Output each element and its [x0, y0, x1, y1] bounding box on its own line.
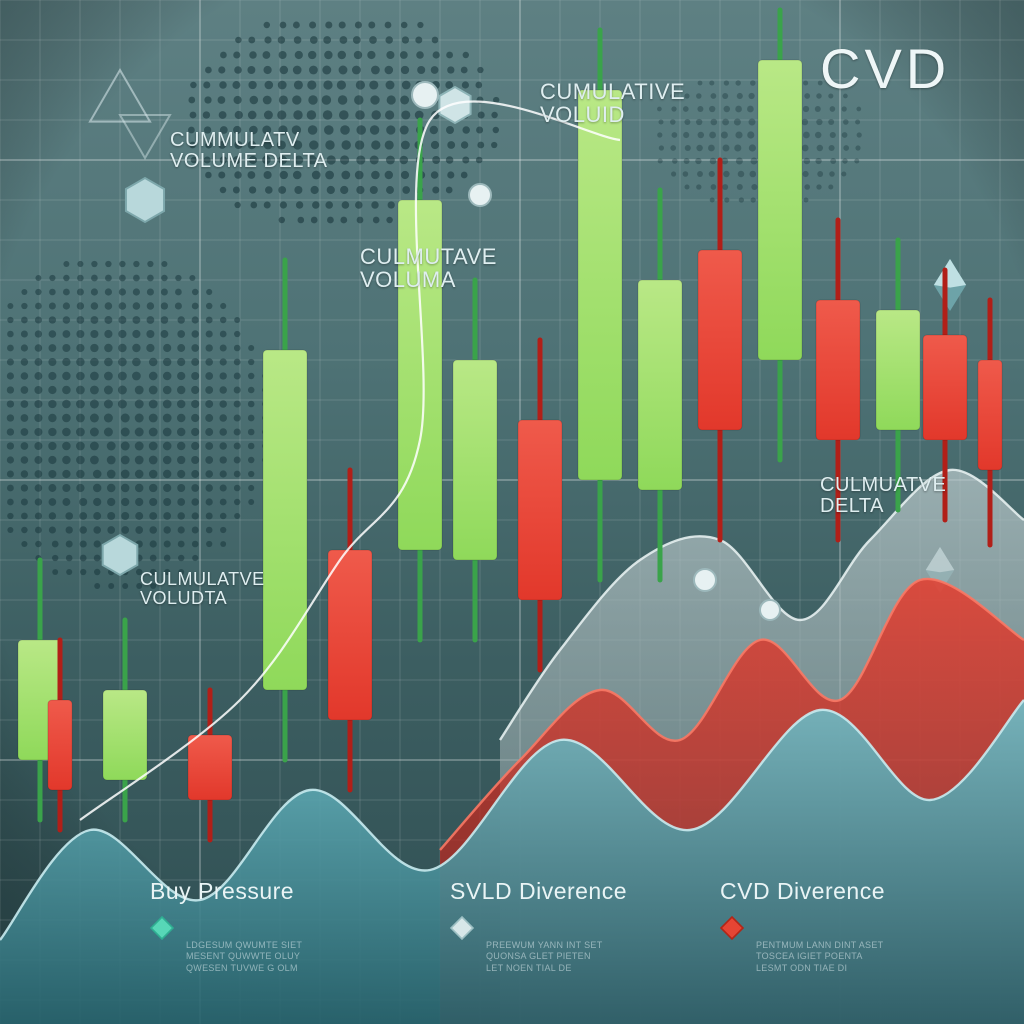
candle-body-9 [578, 90, 622, 480]
candle-body-12 [758, 60, 802, 360]
candle-body-5 [328, 550, 372, 720]
candle-body-13 [816, 300, 860, 440]
candle-body-8 [518, 420, 562, 600]
candle-body-15 [923, 335, 967, 440]
trend-dot-1 [469, 184, 491, 206]
label-culmutave-voluma: CULMUTAVE VOLUMA [360, 245, 497, 291]
candle-body-16 [978, 360, 1002, 470]
label-culmulatve-voludta: CULMULATVE VOLUDTA [140, 570, 265, 608]
candle-body-10 [638, 280, 682, 490]
label-culmuatve-delta: CULMUATVE DELTA [820, 475, 946, 517]
chart-stage: { "canvas": { "width": 1024, "height": 1… [0, 0, 1024, 1024]
trend-dot-3 [760, 600, 780, 620]
trend-dot-2 [694, 569, 716, 591]
hexagon-icon-2 [439, 87, 470, 123]
legend-svld-difference-body: PREEWUM YANN INT SET QUONSA GLET PIETEN … [486, 940, 603, 974]
candle-body-2 [103, 690, 147, 780]
hexagon-icon-1 [103, 535, 138, 575]
candle-body-1 [48, 700, 72, 790]
candle-body-3 [188, 735, 232, 800]
candle-body-4 [263, 350, 307, 690]
hexagon-icon-0 [126, 178, 164, 222]
candle-body-7 [453, 360, 497, 560]
legend-svld-difference-title: SVLD Diverence [450, 878, 627, 905]
candle-body-11 [698, 250, 742, 430]
label-cumulative-voluid: CUMULATIVE VOLUID [540, 80, 685, 126]
label-cumulative-volume-delta: CUMMULATV VOLUME DELTA [170, 130, 328, 172]
legend-cvd-difference-body: PENTMUM LANN DINT ASET TOSCEA IGIET POEN… [756, 940, 883, 974]
title-cvd: CVD [820, 40, 950, 99]
trend-dot-0 [412, 82, 438, 108]
legend-buy-pressure-body: LDGESUM QWUMTE SIET MESENT QUWWTE OLUY Q… [186, 940, 302, 974]
legend-cvd-difference-title: CVD Diverence [720, 878, 885, 905]
candle-body-14 [876, 310, 920, 430]
legend-buy-pressure-title: Buy Pressure [150, 878, 294, 905]
